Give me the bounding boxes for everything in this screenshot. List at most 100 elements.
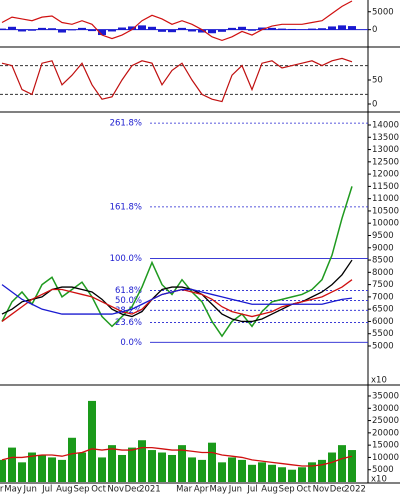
y-tick-label: 11000 xyxy=(372,194,399,204)
x-tick-label: Jun xyxy=(23,485,37,494)
histogram-bar xyxy=(88,29,96,32)
y-tick-label: 50 xyxy=(372,76,383,86)
x-tick-label: Dec xyxy=(330,485,347,494)
unit-label: x10 xyxy=(371,376,387,386)
x-tick-label: Sep xyxy=(279,485,295,494)
volume-bar xyxy=(108,445,116,482)
histogram-bar xyxy=(348,26,356,30)
histogram-bar xyxy=(258,27,266,30)
volume-bar xyxy=(298,467,306,482)
histogram-bar xyxy=(308,28,316,30)
x-tick-label: May xyxy=(210,485,228,494)
y-tick-label: 8000 xyxy=(372,268,394,278)
volume-bar xyxy=(268,464,276,482)
y-tick-label: 30000 xyxy=(372,404,399,414)
histogram-bar xyxy=(118,27,126,30)
y-tick-label: 20000 xyxy=(372,428,399,438)
y-tick-label: 14000 xyxy=(372,121,399,131)
volume-bar xyxy=(258,462,266,482)
y-tick-label: 13500 xyxy=(372,133,399,143)
volume-bar xyxy=(338,445,346,482)
y-tick-label: 0 xyxy=(372,100,377,110)
y-tick-label: 15000 xyxy=(372,441,399,451)
x-tick-label: Aug xyxy=(56,485,73,494)
volume-bar xyxy=(178,445,186,482)
histogram-bar xyxy=(338,25,346,30)
volume-bar xyxy=(38,454,46,482)
fib-label: 50.0% xyxy=(115,296,142,306)
volume-bar xyxy=(188,457,196,482)
y-tick-label: 7000 xyxy=(372,292,394,302)
volume-bar xyxy=(28,452,36,482)
y-tick-label: 10500 xyxy=(372,206,399,216)
series-line xyxy=(1,0,353,42)
x-tick-label: Oct xyxy=(296,485,311,494)
y-tick-label: 25000 xyxy=(372,416,399,426)
histogram-bar xyxy=(108,29,116,32)
volume-bar xyxy=(168,454,176,482)
histogram-bar xyxy=(138,25,146,30)
volume-bar xyxy=(208,442,216,482)
volume-bar xyxy=(68,437,76,482)
histogram-bar xyxy=(98,29,106,36)
histogram-bar xyxy=(318,28,326,30)
x-tick-label: 2022 xyxy=(344,485,366,494)
fib-label: 0.0% xyxy=(120,338,142,348)
y-tick-label: 10000 xyxy=(372,453,399,463)
y-tick-label: 11500 xyxy=(372,182,399,192)
y-tick-label: 5500 xyxy=(372,329,394,339)
histogram-bar xyxy=(228,27,236,30)
x-tick-label: Sep xyxy=(73,485,89,494)
histogram-bar xyxy=(148,26,156,30)
histogram-bar xyxy=(278,28,286,30)
histogram-bar xyxy=(0,28,6,30)
histogram-bar xyxy=(328,26,336,30)
x-tick-label: Aug xyxy=(261,485,278,494)
histogram-bar xyxy=(158,29,166,32)
volume-bar xyxy=(118,454,126,482)
x-tick-label: Dec xyxy=(125,485,142,494)
volume-bar xyxy=(248,464,256,482)
x-tick-label: Jul xyxy=(246,485,257,494)
volume-bar xyxy=(228,457,236,482)
histogram-bar xyxy=(198,29,206,33)
histogram-bar xyxy=(128,26,136,30)
y-tick-label: 12500 xyxy=(372,157,399,167)
histogram-bar xyxy=(188,29,196,32)
volume-bar xyxy=(288,469,296,482)
volume-bar xyxy=(278,467,286,482)
y-tick-label: 10000 xyxy=(372,219,399,229)
x-tick-label: Jun xyxy=(228,485,242,494)
y-tick-label: 13000 xyxy=(372,145,399,155)
volume-bar xyxy=(48,457,56,482)
volume-bar xyxy=(78,452,86,482)
histogram-bar xyxy=(8,26,16,30)
histogram-bar xyxy=(178,27,186,30)
fib-label: 23.6% xyxy=(115,318,142,328)
volume-bar xyxy=(128,447,136,482)
volume-bar xyxy=(58,459,66,482)
volume-bar xyxy=(218,462,226,482)
x-tick-label: Mar xyxy=(176,485,193,494)
volume-bar xyxy=(308,462,316,482)
fib-label: 161.8% xyxy=(110,202,142,212)
volume-bar xyxy=(18,462,26,482)
histogram-bar xyxy=(28,29,36,31)
volume-bar xyxy=(8,447,16,482)
fib-label: 261.8% xyxy=(110,119,142,129)
volume-bar xyxy=(148,450,156,482)
y-tick-label: 6000 xyxy=(372,317,394,327)
y-tick-label: 7500 xyxy=(372,280,394,290)
volume-bar xyxy=(0,459,6,482)
x-tick-label: Oct xyxy=(91,485,106,494)
x-tick-label: Apr xyxy=(0,485,4,494)
series-line xyxy=(1,446,353,467)
histogram-bar xyxy=(208,29,216,34)
x-tick-label: Nov xyxy=(313,485,330,494)
y-tick-label: 6500 xyxy=(372,305,394,315)
fib-label: 100.0% xyxy=(110,254,142,264)
histogram-bar xyxy=(268,27,276,30)
histogram-bar xyxy=(48,28,56,30)
series-line xyxy=(1,284,353,315)
